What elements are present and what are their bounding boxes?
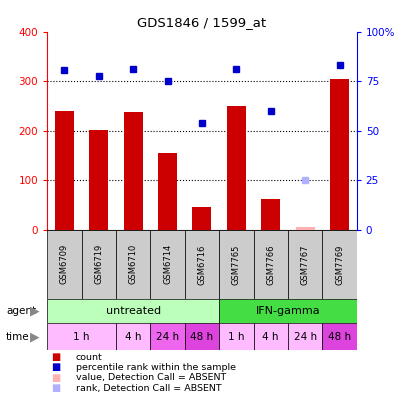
Bar	[81, 230, 116, 299]
Text: GSM6709: GSM6709	[60, 244, 69, 284]
Bar	[184, 230, 218, 299]
Bar	[329, 79, 348, 230]
Bar	[116, 230, 150, 299]
Text: count: count	[76, 353, 102, 362]
Text: untreated: untreated	[105, 306, 160, 316]
Text: ■: ■	[51, 362, 61, 373]
Text: agent: agent	[6, 306, 36, 316]
Text: 4 h: 4 h	[262, 331, 278, 342]
Bar	[321, 230, 356, 299]
Text: 4 h: 4 h	[125, 331, 141, 342]
Text: ▶: ▶	[30, 330, 40, 343]
Text: ▶: ▶	[30, 305, 40, 317]
Text: time: time	[6, 331, 30, 342]
Bar	[55, 111, 74, 230]
Bar	[295, 227, 314, 230]
Text: 48 h: 48 h	[190, 331, 213, 342]
Bar	[218, 323, 253, 350]
Bar	[116, 323, 150, 350]
Bar	[253, 230, 287, 299]
Text: value, Detection Call = ABSENT: value, Detection Call = ABSENT	[76, 373, 225, 382]
Bar	[89, 129, 108, 230]
Bar	[47, 323, 116, 350]
Bar	[226, 106, 245, 230]
Bar	[218, 230, 253, 299]
Bar	[321, 323, 356, 350]
Bar	[218, 299, 356, 323]
Text: GSM6716: GSM6716	[197, 244, 206, 284]
Text: percentile rank within the sample: percentile rank within the sample	[76, 363, 235, 372]
Text: ■: ■	[51, 352, 61, 362]
Bar	[47, 299, 218, 323]
Bar	[150, 230, 184, 299]
Text: 1 h: 1 h	[227, 331, 244, 342]
Bar	[150, 323, 184, 350]
Text: GSM6714: GSM6714	[163, 244, 172, 284]
Text: IFN-gamma: IFN-gamma	[255, 306, 319, 316]
Text: GSM7769: GSM7769	[334, 244, 343, 284]
Bar	[287, 323, 321, 350]
Text: GDS1846 / 1599_at: GDS1846 / 1599_at	[137, 16, 266, 29]
Bar	[184, 323, 218, 350]
Text: 24 h: 24 h	[293, 331, 316, 342]
Text: rank, Detection Call = ABSENT: rank, Detection Call = ABSENT	[76, 384, 221, 392]
Text: 48 h: 48 h	[327, 331, 350, 342]
Text: GSM6719: GSM6719	[94, 244, 103, 284]
Text: 1 h: 1 h	[73, 331, 90, 342]
Text: ■: ■	[51, 373, 61, 383]
Bar	[124, 112, 142, 230]
Bar	[192, 208, 211, 230]
Bar	[158, 153, 177, 230]
Bar	[287, 230, 321, 299]
Text: GSM6710: GSM6710	[128, 244, 137, 284]
Text: GSM7765: GSM7765	[231, 244, 240, 284]
Bar	[253, 323, 287, 350]
Bar	[261, 199, 279, 230]
Text: GSM7766: GSM7766	[265, 244, 274, 285]
Text: 24 h: 24 h	[155, 331, 179, 342]
Bar	[47, 230, 81, 299]
Text: GSM7767: GSM7767	[300, 244, 309, 285]
Text: ■: ■	[51, 383, 61, 393]
